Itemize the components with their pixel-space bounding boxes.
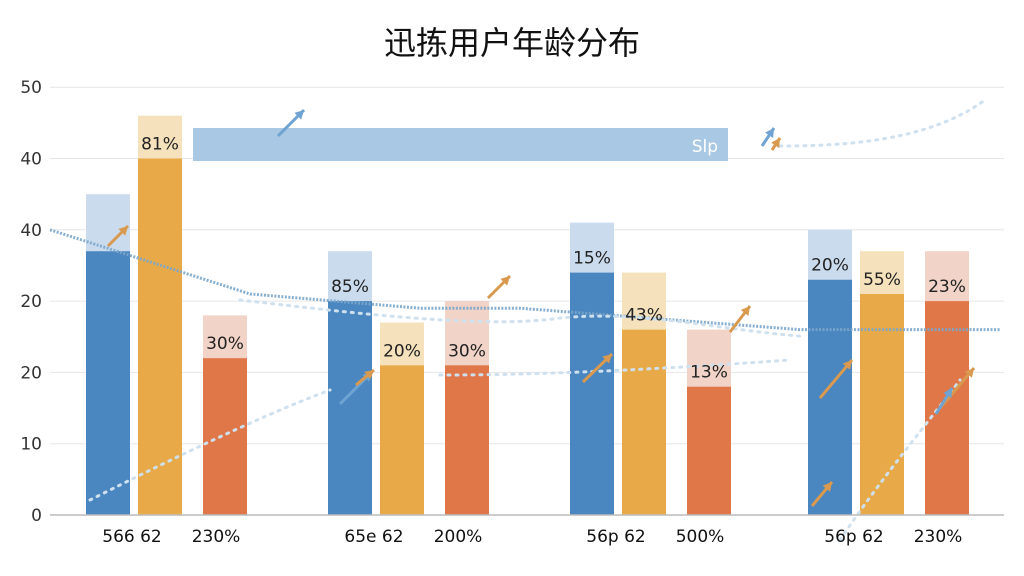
bar — [328, 301, 372, 515]
bar — [86, 251, 130, 515]
bar — [622, 329, 666, 515]
data-label: 15% — [573, 249, 611, 269]
arrow-head — [822, 482, 832, 492]
data-label: 30% — [448, 341, 486, 361]
y-tick-label: 0 — [31, 506, 42, 526]
data-label: 81% — [141, 135, 179, 155]
category-label: 230% — [192, 527, 241, 547]
bar — [570, 272, 614, 515]
arrow-head — [740, 306, 750, 316]
category-label: 65e 62 — [344, 527, 403, 547]
bar — [138, 158, 182, 515]
arrow-orange — [770, 137, 782, 151]
category-label: 566 62 — [102, 527, 161, 547]
data-label: 30% — [206, 334, 244, 354]
arrow-blue — [934, 387, 954, 415]
arrow-head — [964, 368, 974, 378]
arrow-orange — [728, 305, 752, 333]
data-label: 20% — [811, 256, 849, 276]
data-label: 43% — [625, 306, 663, 326]
bar — [925, 301, 969, 515]
bar-highlight — [203, 315, 247, 359]
arrow-orange — [355, 368, 375, 387]
arrow-orange — [486, 274, 512, 300]
arrow-head — [500, 276, 510, 286]
banner-layer: Slp — [193, 128, 728, 161]
arrow-orange — [106, 224, 130, 248]
data-label: 55% — [863, 270, 901, 290]
y-tick-label: 10 — [20, 435, 42, 455]
data-label: 20% — [383, 341, 421, 361]
axis-layer: 0 10 20 20 40 40 50 — [20, 78, 1004, 526]
bar — [687, 386, 731, 515]
arrow-orange — [938, 367, 976, 409]
bar-highlight — [86, 194, 130, 252]
bar-highlight — [860, 251, 904, 294]
arrow-head — [118, 226, 128, 236]
arrow-layer — [106, 108, 976, 507]
arrow-blue — [276, 108, 306, 138]
data-label: 13% — [690, 363, 728, 383]
arrow-head — [765, 128, 774, 138]
category-label: 56p 62 — [586, 527, 645, 547]
arrow-head — [364, 370, 374, 380]
banner-bar — [193, 128, 728, 161]
bar — [445, 365, 489, 515]
bar-highlight — [808, 229, 852, 280]
bar-highlight — [445, 301, 489, 366]
dotted-path — [238, 298, 802, 338]
bar-highlight — [925, 251, 969, 302]
bar — [808, 279, 852, 515]
arrow-orange — [818, 359, 854, 399]
chart-title: 迅拣用户年龄分布 — [383, 24, 640, 62]
dotted-path — [778, 98, 987, 148]
y-tick-label: 20 — [20, 292, 42, 312]
category-label: 56p 62 — [824, 527, 883, 547]
arrow-head — [842, 360, 852, 370]
category-label: 500% — [676, 527, 725, 547]
arrow-head — [771, 138, 780, 148]
category-label: 230% — [914, 527, 963, 547]
category-label: 200% — [434, 527, 483, 547]
arrow-orange — [581, 352, 614, 384]
label-layer: 81% 30% 566 62 230% 85% 20% 30% 65e 62 200% 15% 43… — [102, 135, 966, 548]
arrow-head — [294, 110, 304, 120]
data-label: 23% — [928, 277, 966, 297]
banner-text: Slp — [692, 137, 718, 157]
bar-highlight — [328, 251, 372, 302]
trend-layer — [49, 98, 1000, 542]
bar-highlight — [687, 329, 731, 387]
y-tick-label: 40 — [20, 221, 42, 241]
dotted-path — [838, 378, 962, 542]
bar — [203, 358, 247, 515]
bar-highlight — [570, 222, 614, 273]
arrow-head — [943, 388, 952, 398]
arrow-blue — [760, 127, 776, 147]
bar-highlight — [380, 322, 424, 366]
data-label: 85% — [331, 277, 369, 297]
arrow-orange — [810, 481, 834, 507]
bar-highlight — [138, 115, 182, 159]
dotted-path — [438, 358, 792, 377]
trend-line — [49, 228, 1000, 332]
bar — [380, 365, 424, 515]
bar-layer — [86, 115, 969, 515]
y-tick-label: 40 — [20, 150, 42, 170]
arrow-head — [602, 354, 612, 364]
y-tick-label: 20 — [20, 363, 42, 383]
y-tick-label: 50 — [20, 78, 42, 98]
